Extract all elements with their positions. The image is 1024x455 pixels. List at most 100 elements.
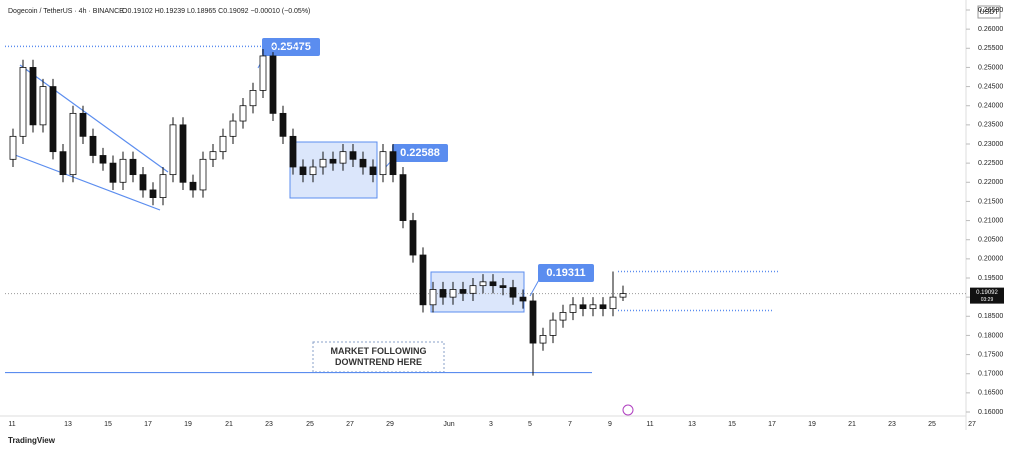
x-tick-label: 11 — [646, 421, 653, 428]
currency: USDT — [979, 9, 999, 16]
y-tick-label: 0.22000 — [978, 179, 1003, 186]
candle-body — [129, 158, 137, 176]
last-price-label: 0.19092 — [976, 290, 998, 296]
candle-body — [49, 86, 57, 153]
candle-body — [279, 112, 287, 137]
candle-body — [319, 158, 327, 168]
y-tick-label: 0.25000 — [978, 64, 1003, 71]
candle-body — [439, 289, 447, 298]
x-tick-label: 9 — [608, 421, 612, 428]
candle-body — [209, 151, 217, 160]
candle-body — [559, 312, 567, 321]
y-tick-label: 0.23500 — [978, 122, 1003, 129]
candle-body — [259, 55, 267, 91]
x-tick-label: 27 — [968, 421, 976, 428]
y-tick-label: 0.17500 — [978, 351, 1003, 358]
x-tick-label: 25 — [928, 421, 936, 428]
trendline — [19, 64, 169, 173]
candle-body — [19, 67, 27, 137]
candle-body — [29, 67, 37, 126]
candle-body — [69, 112, 77, 176]
ohlc: O0.19102 H0.19239 L0.18965 C0.19092 −0.0… — [122, 8, 310, 15]
candle-body — [159, 174, 167, 198]
candle-body — [469, 285, 477, 294]
candle-body — [109, 162, 117, 183]
x-tick-label: 13 — [688, 421, 696, 428]
y-tick-label: 0.24500 — [978, 83, 1003, 90]
candle-body — [309, 166, 317, 176]
y-tick-label: 0.20500 — [978, 237, 1003, 244]
x-tick-label: Jun — [443, 421, 454, 428]
candle-body — [519, 296, 527, 302]
y-tick-label: 0.16500 — [978, 390, 1003, 397]
x-tick-label: 15 — [728, 421, 736, 428]
range-box — [430, 271, 525, 313]
x-tick-label: 29 — [386, 421, 394, 428]
candle-body — [459, 289, 467, 294]
y-tick-label: 0.21000 — [978, 217, 1003, 224]
candle-body — [609, 296, 617, 310]
y-tick-label: 0.22500 — [978, 160, 1003, 167]
candle-body — [569, 304, 577, 313]
candle-body — [389, 151, 397, 176]
callout-label: 0.22588 — [400, 147, 440, 159]
y-tick-label: 0.19500 — [978, 275, 1003, 282]
candle-body — [549, 319, 557, 336]
y-tick-label: 0.23000 — [978, 141, 1003, 148]
candle-body — [419, 254, 427, 306]
callout-box — [392, 144, 448, 162]
candle-body — [379, 151, 387, 176]
candle-body — [299, 166, 307, 176]
currency-box — [977, 5, 1001, 19]
y-tick-label: 0.16000 — [978, 409, 1003, 416]
x-tick-label: 11 — [8, 421, 15, 428]
candle-body — [399, 174, 407, 221]
callout-label: 0.19311 — [546, 267, 585, 279]
candle-body — [99, 155, 107, 164]
candle-body — [479, 281, 487, 287]
candle-body — [289, 135, 297, 168]
candle-body — [619, 293, 627, 298]
candle-body — [449, 289, 457, 298]
candle-body — [199, 158, 207, 191]
candle-body — [169, 124, 177, 176]
x-tick-label: 7 — [568, 421, 572, 428]
x-tick-label: 19 — [184, 421, 192, 428]
candle-body — [149, 189, 157, 198]
candle-body — [9, 135, 17, 160]
y-tick-label: 0.18000 — [978, 332, 1003, 339]
x-tick-label: 5 — [528, 421, 532, 428]
x-tick-label: 19 — [808, 421, 816, 428]
x-tick-label: 27 — [346, 421, 354, 428]
symbol: Dogecoin / TetherUS · 4h · BINANCE — [8, 8, 124, 15]
candle-body — [249, 90, 257, 107]
candle-body — [589, 304, 597, 310]
candle-body — [89, 135, 97, 156]
candle-body — [229, 120, 237, 137]
candle-body — [59, 151, 67, 176]
candle-body — [179, 124, 187, 183]
candle-body — [349, 151, 357, 160]
y-tick-label: 0.17000 — [978, 371, 1003, 378]
x-tick-label: 25 — [306, 421, 314, 428]
y-tick-label: 0.18500 — [978, 313, 1003, 320]
x-tick-label: 21 — [848, 421, 856, 428]
x-tick-label: 21 — [225, 421, 233, 428]
y-tick-label: 0.24000 — [978, 103, 1003, 110]
candle-body — [339, 151, 347, 164]
candle-body — [529, 300, 537, 344]
candle-body — [369, 166, 377, 176]
candle-body — [119, 158, 127, 183]
candle-body — [409, 220, 417, 256]
candle-body — [599, 304, 607, 310]
candle-body — [499, 285, 507, 288]
candle-body — [239, 105, 247, 122]
x-tick-label: 13 — [64, 421, 72, 428]
y-tick-label: 0.21500 — [978, 198, 1003, 205]
y-tick-label: 0.20000 — [978, 256, 1003, 263]
x-tick-label: 17 — [768, 421, 776, 428]
candle-body — [189, 181, 197, 191]
trendline — [14, 154, 161, 211]
candle-body — [39, 86, 47, 126]
